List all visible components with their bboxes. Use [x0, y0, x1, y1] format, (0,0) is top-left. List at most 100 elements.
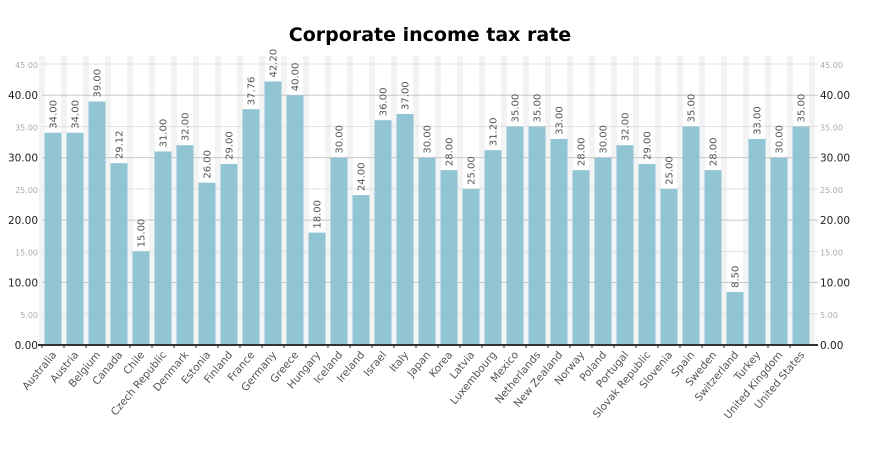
bar: [66, 132, 84, 345]
bar: [748, 138, 766, 345]
band-stripe: [127, 56, 133, 345]
data-label: 34.00: [49, 100, 60, 129]
bar: [286, 95, 304, 345]
bar: [528, 126, 546, 345]
band-stripe: [369, 56, 375, 345]
bar: [704, 170, 722, 345]
data-label: 25.00: [665, 156, 676, 185]
band-stripe: [347, 56, 353, 345]
data-label: 28.00: [577, 138, 588, 167]
band-stripe: [259, 56, 265, 345]
band-stripe: [105, 56, 111, 345]
y-tick-label-left: 30.00: [8, 153, 38, 165]
bar: [330, 157, 348, 345]
y-tick-label-right: 45.00: [820, 61, 843, 70]
data-label: 37.76: [247, 77, 258, 106]
data-label: 26.00: [203, 150, 214, 179]
band-stripe: [171, 56, 177, 345]
y-tick-label-left: 0.00: [15, 340, 38, 352]
bar: [88, 101, 106, 345]
band-stripe: [523, 56, 529, 345]
data-label: 33.00: [555, 106, 566, 135]
chart-title: Corporate income tax rate: [288, 24, 572, 46]
data-label: 30.00: [775, 125, 786, 154]
band-stripe: [501, 56, 507, 345]
data-label: 25.00: [467, 156, 478, 185]
data-label: 32.00: [181, 113, 192, 142]
y-tick-label-right: 35.00: [820, 123, 843, 132]
y-tick-label-left: 40.00: [8, 90, 38, 102]
bar: [110, 163, 128, 345]
bar: [484, 150, 502, 345]
x-tick-label: Israel: [362, 349, 390, 379]
y-tick-label-right: 10.00: [820, 278, 850, 290]
data-label: 18.00: [313, 200, 324, 229]
band-stripe: [83, 56, 89, 345]
band-stripe: [391, 56, 397, 345]
band-stripe: [479, 56, 485, 345]
data-label: 28.00: [709, 138, 720, 167]
data-label: 31.20: [489, 118, 500, 147]
band-stripe: [699, 56, 705, 345]
band-stripe: [633, 56, 639, 345]
band-stripe: [765, 56, 771, 345]
bar: [396, 113, 414, 345]
bar: [682, 126, 700, 345]
data-label: 8.50: [731, 266, 742, 288]
bar: [638, 163, 656, 345]
data-label: 35.00: [687, 94, 698, 123]
band-stripe: [589, 56, 595, 345]
band-stripe: [281, 56, 287, 345]
data-label: 33.00: [753, 106, 764, 135]
y-tick-label-left: 5.00: [20, 311, 38, 320]
y-tick-label-left: 45.00: [15, 61, 38, 70]
band-stripe: [413, 56, 419, 345]
bar: [660, 188, 678, 345]
y-tick-label-left: 15.00: [15, 248, 38, 257]
bar: [198, 182, 216, 345]
bar: [506, 126, 524, 345]
data-label: 30.00: [599, 125, 610, 154]
band-stripe: [655, 56, 661, 345]
band-stripe: [567, 56, 573, 345]
data-label: 30.00: [335, 125, 346, 154]
bar: [792, 126, 810, 345]
y-tick-label-left: 10.00: [8, 278, 38, 290]
data-label: 28.00: [445, 138, 456, 167]
data-label: 30.00: [423, 125, 434, 154]
bar: [132, 251, 150, 345]
data-label: 32.00: [621, 113, 632, 142]
data-label: 37.00: [401, 81, 412, 110]
bar: [462, 188, 480, 345]
bar: [572, 170, 590, 345]
bar: [726, 291, 744, 345]
data-label: 35.00: [533, 94, 544, 123]
bar: [440, 170, 458, 345]
y-tick-label-left: 20.00: [8, 215, 38, 227]
bar: [308, 232, 326, 345]
data-label: 24.00: [357, 162, 368, 191]
band-stripe: [61, 56, 67, 345]
band-stripe: [677, 56, 683, 345]
band-stripe: [545, 56, 551, 345]
data-label: 40.00: [291, 63, 302, 92]
x-tick-label: Japan: [405, 349, 434, 380]
y-tick-label-right: 40.00: [820, 90, 850, 102]
data-label: 29.00: [643, 131, 654, 160]
data-label: 35.00: [797, 94, 808, 123]
data-label: 39.00: [93, 69, 104, 98]
band-stripe: [149, 56, 155, 345]
y-tick-label-left: 35.00: [15, 123, 38, 132]
data-label: 35.00: [511, 94, 522, 123]
band-stripe: [809, 56, 815, 345]
y-tick-label-right: 20.00: [820, 215, 850, 227]
bar: [374, 120, 392, 345]
bar: [264, 81, 282, 346]
bar: [770, 157, 788, 345]
bar: [418, 157, 436, 345]
data-label: 36.00: [379, 88, 390, 117]
band-stripe: [215, 56, 221, 345]
band-stripe: [303, 56, 309, 345]
